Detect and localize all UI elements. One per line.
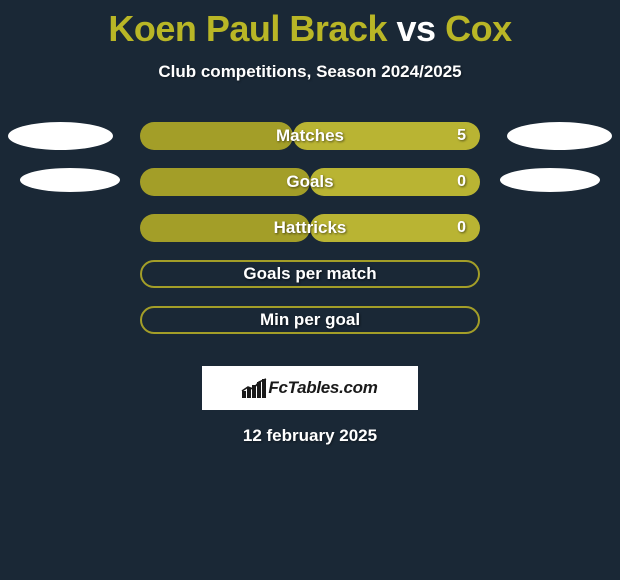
stat-row: Hattricks0 — [0, 214, 620, 260]
stat-row: Min per goal — [0, 306, 620, 352]
comparison-title: Koen Paul Brack vs Cox — [0, 0, 620, 50]
source-logo: FcTables.com — [202, 366, 418, 410]
vs-text: vs — [397, 8, 436, 49]
stat-label: Hattricks — [140, 214, 480, 242]
stat-row: Matches5 — [0, 122, 620, 168]
player1-name: Koen Paul Brack — [108, 8, 387, 49]
stat-row: Goals0 — [0, 168, 620, 214]
stat-label: Matches — [140, 122, 480, 150]
logo-text: FcTables.com — [268, 378, 377, 398]
stat-label: Goals per match — [140, 260, 480, 288]
stat-label: Goals — [140, 168, 480, 196]
stat-row: Goals per match — [0, 260, 620, 306]
stat-value-right: 0 — [457, 168, 480, 196]
logo-chart-icon — [242, 378, 266, 398]
stat-value-right: 0 — [457, 214, 480, 242]
stat-label: Min per goal — [140, 306, 480, 334]
player2-name: Cox — [445, 8, 512, 49]
snapshot-date: 12 february 2025 — [0, 426, 620, 446]
stats-area: Matches5Goals0Hattricks0Goals per matchM… — [0, 122, 620, 352]
subtitle: Club competitions, Season 2024/2025 — [0, 62, 620, 82]
stat-value-right: 5 — [457, 122, 480, 150]
